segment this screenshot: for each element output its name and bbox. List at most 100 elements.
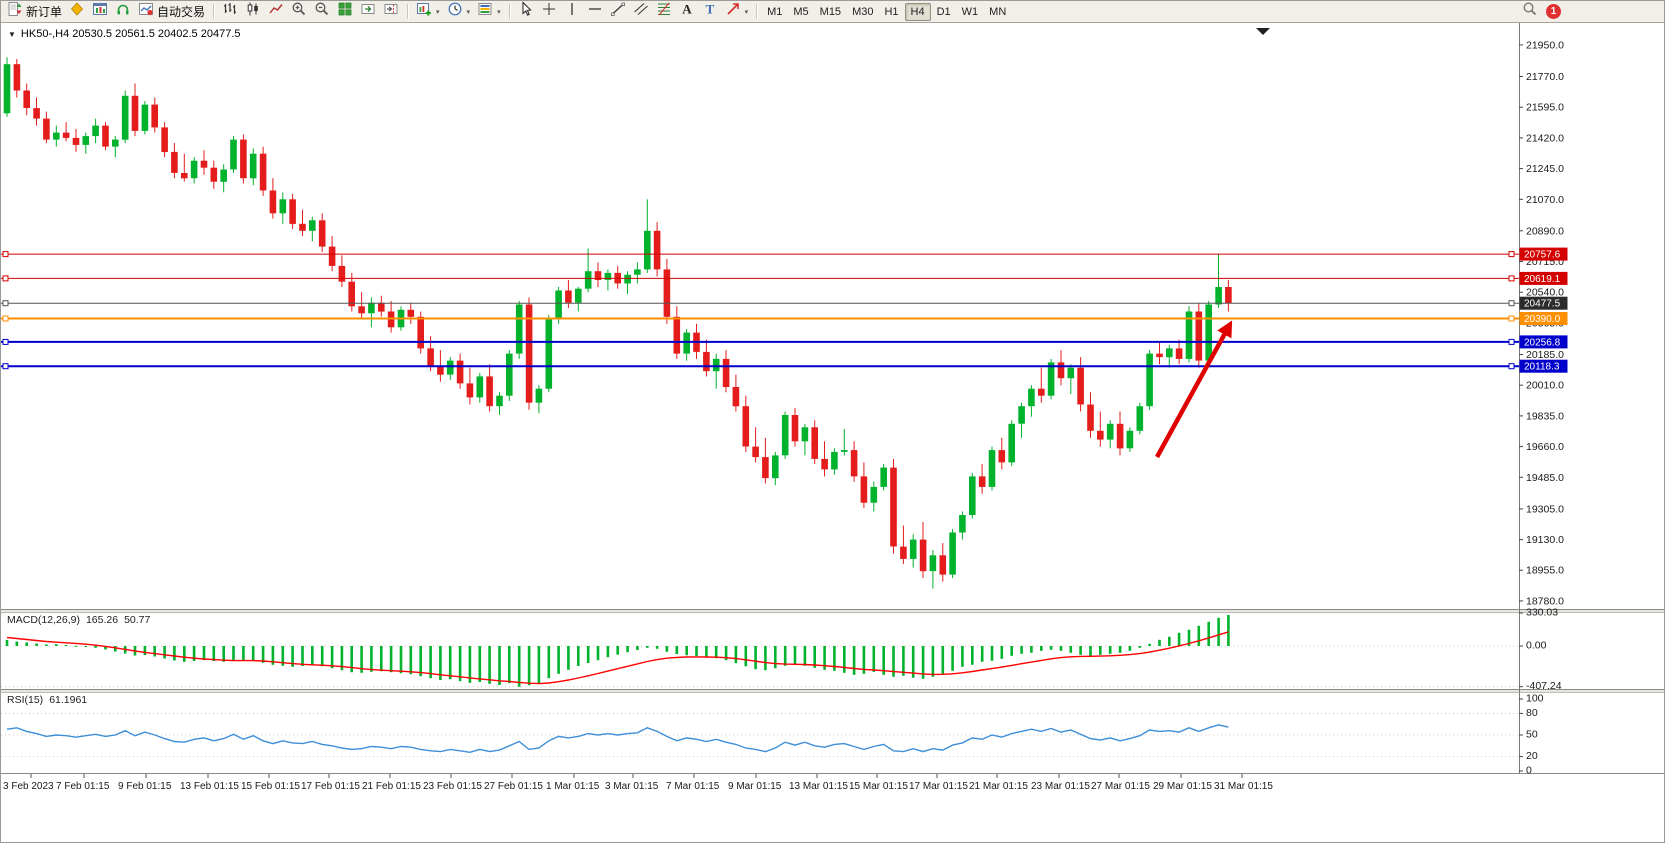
tf-d1-button[interactable]: D1 [936, 5, 951, 18]
arrows-tool-button[interactable]: ▾ [722, 2, 752, 22]
svg-text:20619.1: 20619.1 [1524, 274, 1561, 285]
svg-text:21245.0: 21245.0 [1526, 163, 1564, 175]
tf-m5-button[interactable]: M5 [793, 5, 809, 18]
auto-scroll-button[interactable] [357, 2, 379, 22]
template-button[interactable]: ▾ [474, 2, 504, 22]
fibonacci-tool-button[interactable] [653, 2, 675, 22]
svg-text:20890.0: 20890.0 [1526, 225, 1564, 237]
svg-text:23 Mar 01:15: 23 Mar 01:15 [1031, 781, 1090, 792]
search-icon[interactable] [1522, 1, 1538, 22]
line-chart-mode-button[interactable] [265, 2, 287, 22]
chevron-down-icon: ▾ [466, 8, 471, 16]
svg-text:15 Feb 01:15: 15 Feb 01:15 [241, 781, 300, 792]
tile-windows-button[interactable] [334, 2, 356, 22]
tf-h4-button[interactable]: H4 [904, 2, 931, 21]
support-button[interactable] [112, 2, 134, 22]
channel-tool-button[interactable] [630, 2, 652, 22]
one-click-collapse-icon[interactable]: ▼ [8, 29, 16, 39]
svg-text:19130.0: 19130.0 [1526, 534, 1564, 546]
svg-text:23 Feb 01:15: 23 Feb 01:15 [423, 781, 482, 792]
macd-signal-line [6, 631, 1229, 685]
svg-text:27 Feb 01:15: 27 Feb 01:15 [484, 781, 543, 792]
horizontal-levels [1, 251, 1519, 370]
macd-main-value: 165.26 [85, 614, 119, 626]
svg-text:20010.0: 20010.0 [1526, 380, 1564, 392]
macd-histogram [5, 615, 1230, 687]
rsi-header: RSI(15) 61.1961 [7, 694, 87, 706]
svg-text:17 Mar 01:15: 17 Mar 01:15 [909, 781, 968, 792]
tf-m15-button[interactable]: M15 [819, 5, 842, 18]
rsi-gridlines [1, 712, 1519, 758]
tf-w1-button[interactable]: W1 [961, 5, 979, 18]
label-tool-button[interactable]: T [699, 2, 721, 22]
new-order-icon [7, 1, 23, 22]
horizontal-line-tool-button[interactable] [584, 2, 606, 22]
crosshair-tool-button[interactable] [538, 2, 560, 22]
text-tool-button[interactable]: A [676, 2, 698, 22]
chevron-down-icon: ▾ [497, 8, 501, 16]
svg-text:20118.3: 20118.3 [1524, 362, 1560, 373]
chevron-down-icon: ▾ [744, 8, 749, 16]
chart-area[interactable]: 21950.0 21770.0 21595.0 21420.0 21245.0 21070… [1, 23, 1665, 843]
toolbar-separator [508, 4, 510, 19]
tf-mn-button[interactable]: MN [989, 5, 1007, 18]
tile-windows-icon [337, 1, 353, 22]
svg-text:1 Mar 01:15: 1 Mar 01:15 [546, 781, 600, 792]
tf-m30-button[interactable]: M30 [852, 5, 874, 18]
horizontal-line-icon [587, 1, 603, 22]
vertical-line-tool-button[interactable] [561, 2, 583, 22]
channel-icon [633, 1, 649, 22]
trendline-tool-button[interactable] [607, 2, 629, 22]
candlestick-series [3, 57, 1232, 589]
chart-window-icon [92, 1, 108, 22]
chart-canvas[interactable]: 21950.0 21770.0 21595.0 21420.0 21245.0 21070… [1, 23, 1665, 843]
notification-badge[interactable]: 1 [1546, 4, 1561, 19]
chart-shift-marker [1256, 28, 1270, 35]
price-axis: 21950.0 21770.0 21595.0 21420.0 21245.0 21070… [1519, 39, 1564, 607]
auto-trading-button[interactable]: 自动交易 [135, 2, 208, 22]
clock-icon [447, 1, 463, 22]
auto-trading-label: 自动交易 [157, 5, 206, 19]
svg-text:18955.0: 18955.0 [1526, 565, 1564, 577]
svg-text:21070.0: 21070.0 [1526, 194, 1564, 206]
chart-window-button[interactable] [89, 2, 111, 22]
fibonacci-icon [656, 1, 672, 22]
candle-chart-mode-button[interactable] [242, 2, 264, 22]
bars-icon [222, 1, 238, 22]
period-button[interactable]: ▾ [444, 2, 474, 22]
svg-text:20: 20 [1526, 750, 1538, 762]
svg-text:20390.0: 20390.0 [1524, 314, 1561, 325]
svg-text:20185.0: 20185.0 [1526, 349, 1564, 361]
text-icon: A [679, 1, 695, 22]
auto-trading-icon [138, 1, 154, 22]
svg-text:21 Feb 01:15: 21 Feb 01:15 [362, 781, 421, 792]
market-depth-button[interactable] [66, 2, 88, 22]
vertical-line-icon [564, 1, 580, 22]
svg-text:19305.0: 19305.0 [1526, 503, 1564, 515]
chevron-down-icon: ▾ [436, 8, 440, 16]
tf-m1-button[interactable]: M1 [767, 5, 783, 18]
rsi-axis: 100 80 50 20 0 [1519, 693, 1544, 777]
new-order-button[interactable]: 新订单 [4, 2, 65, 22]
chart-shift-button[interactable] [380, 2, 402, 22]
tf-h1-button[interactable]: H1 [884, 5, 899, 18]
svg-text:0.00: 0.00 [1526, 640, 1547, 652]
zoom-in-icon [291, 1, 307, 22]
svg-text:21420.0: 21420.0 [1526, 132, 1564, 144]
chart-title: ▼ HK50-,H4 20530.5 20561.5 20402.5 20477… [8, 28, 241, 40]
svg-text:27 Mar 01:15: 27 Mar 01:15 [1091, 781, 1150, 792]
svg-text:330.03: 330.03 [1526, 607, 1558, 619]
zoom-in-button[interactable] [288, 2, 310, 22]
line-chart-icon [268, 1, 284, 22]
svg-text:18780.0: 18780.0 [1526, 595, 1564, 607]
trend-arrow [1155, 320, 1233, 459]
svg-text:17 Feb 01:15: 17 Feb 01:15 [301, 781, 360, 792]
bar-chart-mode-button[interactable] [219, 2, 241, 22]
macd-axis: 330.03 0.00 -407.24 [1519, 607, 1562, 692]
zoom-out-button[interactable] [311, 2, 333, 22]
new-chart-button[interactable]: ▾ [413, 2, 443, 22]
time-axis: 3 Feb 2023 7 Feb 01:15 9 Feb 01:15 13 Feb 0… [3, 774, 1273, 792]
label-icon: T [702, 1, 718, 22]
cursor-tool-button[interactable] [515, 1, 537, 22]
